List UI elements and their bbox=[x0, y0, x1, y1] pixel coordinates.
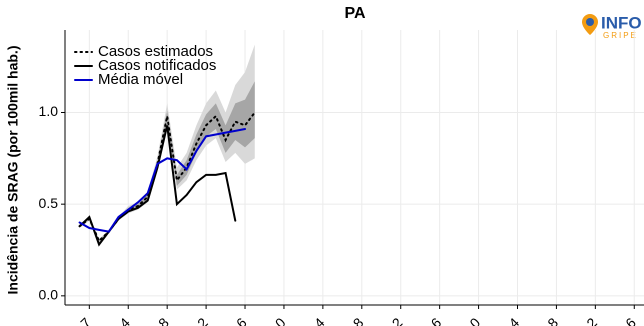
logo: INFO GRIPE bbox=[582, 13, 642, 40]
line bbox=[78, 128, 247, 233]
x-tick-label: 6 bbox=[622, 314, 639, 326]
x-tick-label: 0 bbox=[466, 314, 483, 326]
band bbox=[79, 44, 255, 243]
logo-text: INFO bbox=[601, 13, 642, 32]
logo-subtext: GRIPE bbox=[603, 31, 638, 40]
legend-label: Média móvel bbox=[98, 71, 183, 88]
y-tick-label: 1.0 bbox=[39, 103, 59, 119]
x-tick-label: 8 bbox=[544, 314, 561, 326]
x-tick-label: 6 bbox=[233, 314, 250, 326]
x-tick-label: 8 bbox=[350, 314, 367, 326]
legend-label: Casos estimados bbox=[98, 43, 213, 60]
y-tick-label: 0.5 bbox=[39, 195, 59, 211]
logo-icon-dot bbox=[586, 18, 594, 26]
x-tick-label: 6 bbox=[428, 314, 445, 326]
legend-label: Casos notificados bbox=[98, 57, 216, 74]
x-tick-label: 2 bbox=[194, 314, 211, 326]
y-tick-label: 0.0 bbox=[39, 287, 59, 303]
x-tick-label: 7 bbox=[77, 314, 94, 326]
line bbox=[78, 125, 237, 247]
x-tick-label: 4 bbox=[505, 314, 522, 326]
x-tick-label: 0 bbox=[272, 314, 289, 326]
chart-title: PA bbox=[344, 5, 365, 22]
x-tick-label: 2 bbox=[583, 314, 600, 326]
y-axis-label: Incidência de SRAG (por 100mil hab.) bbox=[5, 46, 21, 295]
x-tick-label: 2 bbox=[389, 314, 406, 326]
x-tick-label: 4 bbox=[116, 314, 133, 326]
x-tick-label: 8 bbox=[155, 314, 172, 326]
x-tick-label: 4 bbox=[311, 314, 328, 326]
